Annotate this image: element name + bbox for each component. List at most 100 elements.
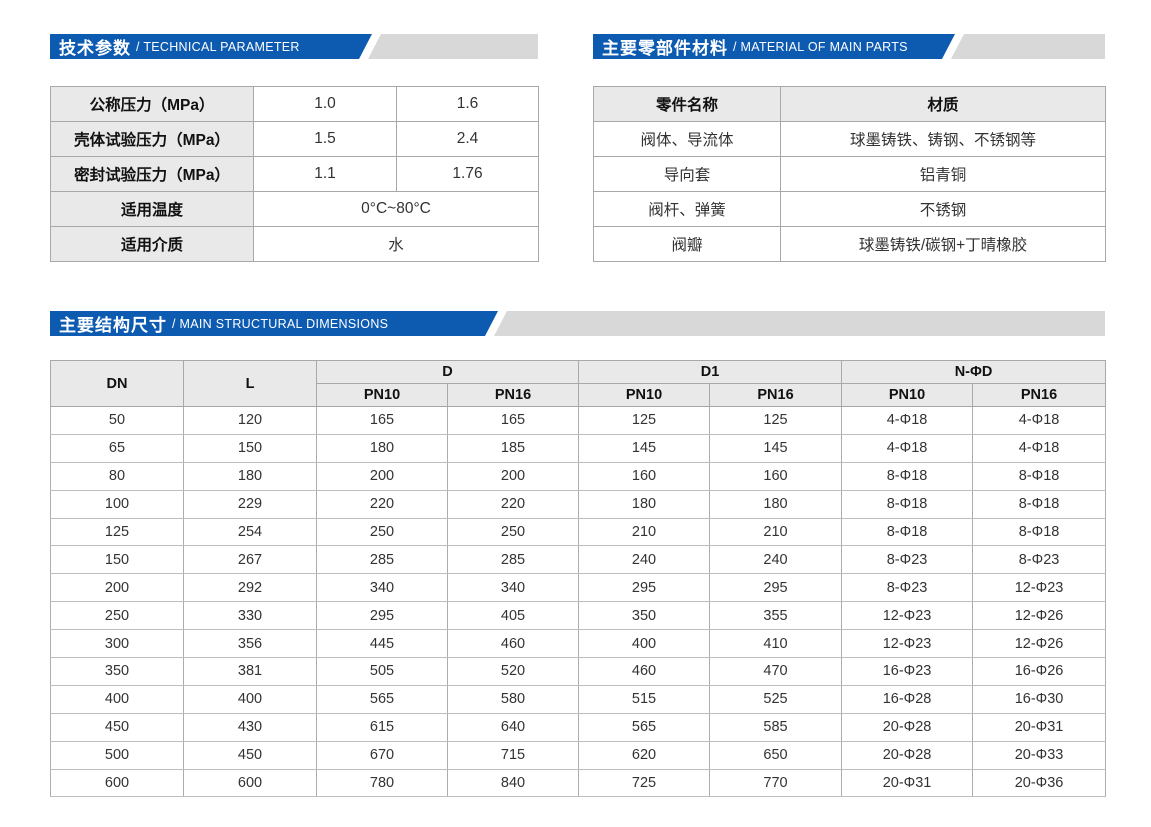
table-cell: 8-Φ18 <box>841 461 974 491</box>
table-row: 150 267 285 285 240 240 8-Φ23 8-Φ23 <box>50 545 1107 575</box>
table-cell: 200 <box>446 461 580 491</box>
row-label: 适用温度 <box>50 191 254 227</box>
table-cell: 8-Φ18 <box>972 461 1107 491</box>
section-title-en: / MAIN STRUCTURAL DIMENSIONS <box>172 316 389 331</box>
table-cell: 430 <box>183 712 317 742</box>
table-cell: 4-Φ18 <box>972 406 1107 435</box>
table-row: 密封试验压力（MPa） 1.1 1.76 <box>50 156 539 192</box>
table-cell: 295 <box>709 573 843 603</box>
table-cell: 1.5 <box>253 121 397 157</box>
table-cell: 250 <box>50 601 184 631</box>
table-cell: 300 <box>50 629 184 659</box>
table-cell: 620 <box>578 740 711 770</box>
table-row: 壳体试验压力（MPa） 1.5 2.4 <box>50 121 539 157</box>
table-cell: 285 <box>446 545 580 575</box>
table-cell: 340 <box>316 573 448 603</box>
column-header-part-name: 零件名称 <box>593 86 781 122</box>
table-header-row-pn: PN10 PN16 PN10 PN16 PN10 PN16 <box>51 383 1107 407</box>
table-row: 适用介质水 <box>50 226 539 262</box>
column-header-pn16: PN16 <box>446 383 580 407</box>
table-cell: 355 <box>709 601 843 631</box>
column-header-material: 材质 <box>780 86 1106 122</box>
table-row: 适用温度 0°C~80°C <box>50 191 539 227</box>
section-title-zh: 技术参数 <box>59 39 131 58</box>
table-cell: 460 <box>446 629 580 659</box>
table-cell: 16-Φ30 <box>972 684 1107 714</box>
row-label: 适用介质 <box>50 226 254 262</box>
table-cell: 285 <box>316 545 448 575</box>
table-cell: 200 <box>316 461 448 491</box>
table-cell: 640 <box>446 712 580 742</box>
banner-gray-tail <box>951 34 1105 59</box>
table-cell: 125 <box>578 406 711 435</box>
banner-blue-ribbon: 主要零部件材料 / MATERIAL OF MAIN PARTS <box>593 34 955 59</box>
table-cell: 670 <box>316 740 448 770</box>
part-name-cell: 阀杆、弹簧 <box>593 191 781 227</box>
table-row: 250 330 295 405 350 355 12-Φ23 12-Φ26 <box>50 601 1107 631</box>
table-row: 公称压力（MPa） 1.0 1.6 <box>50 86 539 122</box>
section-title-zh: 主要结构尺寸 <box>59 316 167 335</box>
row-label: 公称压力（MPa） <box>50 86 254 122</box>
table-cell: 1.6 <box>396 86 539 122</box>
row-label: 密封试验压力（MPa） <box>50 156 254 192</box>
column-header-dn: DN <box>50 360 184 407</box>
table-cell: 80 <box>50 461 184 491</box>
table-cell: 150 <box>50 545 184 575</box>
column-header-pn10: PN10 <box>578 383 711 407</box>
table-cell: 8-Φ18 <box>841 517 974 547</box>
column-header-pn16: PN16 <box>972 383 1107 407</box>
table-row: 80 180 200 200 160 160 8-Φ18 8-Φ18 <box>50 461 1107 491</box>
table-cell: 410 <box>709 629 843 659</box>
banner-gray-tail <box>368 34 538 59</box>
table-row: 阀体、导流体 球墨铸铁、铸钢、不锈钢等 <box>593 121 1106 157</box>
table-cell: 2.4 <box>396 121 539 157</box>
table-cell: 8-Φ18 <box>841 489 974 519</box>
table-row: 阀杆、弹簧 不锈钢 <box>593 191 1106 227</box>
table-cell: 100 <box>50 489 184 519</box>
table-cell: 525 <box>709 684 843 714</box>
column-header-pn10: PN10 <box>316 383 448 407</box>
table-cell: 1.1 <box>253 156 397 192</box>
table-cell: 840 <box>446 768 580 798</box>
table-cell: 水 <box>253 226 539 262</box>
table-cell: 12-Φ26 <box>972 601 1107 631</box>
table-cell: 210 <box>578 517 711 547</box>
table-cell: 405 <box>446 601 580 631</box>
table-cell: 292 <box>183 573 317 603</box>
table-cell: 20-Φ31 <box>972 712 1107 742</box>
table-cell: 229 <box>183 489 317 519</box>
table-cell: 250 <box>316 517 448 547</box>
table-cell: 0°C~80°C <box>253 191 539 227</box>
row-label: 壳体试验压力（MPa） <box>50 121 254 157</box>
table-cell: 350 <box>50 657 184 686</box>
table-cell: 8-Φ18 <box>972 489 1107 519</box>
section-dimensions: 主要结构尺寸 / MAIN STRUCTURAL DIMENSIONS DN L… <box>50 311 1107 798</box>
table-cell: 250 <box>446 517 580 547</box>
section-technical-parameters: 技术参数 / TECHNICAL PARAMETER 公称压力（MPa） 1.0 1… <box>50 34 539 262</box>
table-cell: 470 <box>709 657 843 686</box>
table-cell: 445 <box>316 629 448 659</box>
table-cell: 220 <box>446 489 580 519</box>
column-header-pn16: PN16 <box>709 383 843 407</box>
table-cell: 150 <box>183 433 317 463</box>
table-cell: 400 <box>578 629 711 659</box>
table-cell: 500 <box>50 740 184 770</box>
part-name-cell: 阀体、导流体 <box>593 121 781 157</box>
section-banner-materials: 主要零部件材料 / MATERIAL OF MAIN PARTS <box>593 34 1105 59</box>
table-row: 450 430 615 640 565 585 20-Φ28 20-Φ31 <box>50 712 1107 742</box>
table-cell: 20-Φ36 <box>972 768 1107 798</box>
column-group-nphid: N-ΦD <box>841 360 1107 384</box>
table-cell: 340 <box>446 573 580 603</box>
table-cell: 770 <box>709 768 843 798</box>
table-cell: 450 <box>50 712 184 742</box>
table-cell: 180 <box>709 489 843 519</box>
table-row: 65 150 180 185 145 145 4-Φ18 4-Φ18 <box>50 433 1107 463</box>
table-cell: 267 <box>183 545 317 575</box>
table-cell: 615 <box>316 712 448 742</box>
table-cell: 8-Φ23 <box>972 545 1107 575</box>
table-cell: 200 <box>50 573 184 603</box>
table-cell: 160 <box>578 461 711 491</box>
column-header-pn10: PN10 <box>841 383 974 407</box>
table-row: 600 600 780 840 725 770 20-Φ31 20-Φ36 <box>50 768 1107 798</box>
